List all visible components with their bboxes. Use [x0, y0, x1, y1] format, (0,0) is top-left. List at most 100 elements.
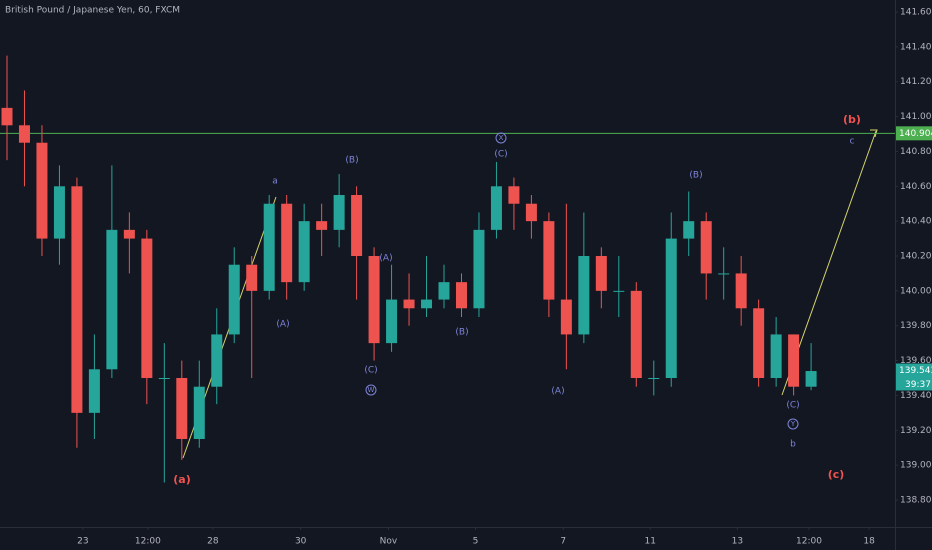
wave-label: (B) — [689, 171, 702, 181]
candle-body — [263, 203, 275, 291]
level-label-box — [896, 126, 932, 141]
x-tick-label: 12:00 — [135, 537, 161, 547]
wave-label: (A) — [276, 320, 289, 330]
candle-body — [36, 142, 48, 239]
candle-body — [525, 203, 537, 222]
y-tick-label: 141.600 — [900, 8, 932, 18]
wave-label: (C) — [364, 366, 377, 376]
y-tick-label: 139.000 — [900, 461, 932, 471]
candle-body — [648, 377, 660, 379]
wave-label: W — [368, 386, 375, 394]
x-tick-label: 5 — [473, 537, 479, 547]
candle-body — [141, 238, 153, 378]
y-tick-label: 139.400 — [900, 391, 932, 401]
candle-body — [753, 308, 765, 378]
y-tick-label: 141.200 — [900, 77, 932, 87]
candle-body — [700, 221, 712, 274]
y-tick-label: 140.800 — [900, 147, 932, 157]
y-tick-label: 139.600 — [900, 356, 932, 366]
wave-label: (C) — [494, 150, 507, 160]
wave-label: c — [850, 137, 855, 147]
wave-label: (b) — [843, 113, 861, 126]
x-tick-label: 12:00 — [796, 537, 822, 547]
candle-body — [316, 221, 328, 230]
wave-label: (B) — [345, 156, 358, 166]
y-tick-label: 141.400 — [900, 42, 932, 52]
candle-body — [438, 282, 450, 300]
candle-body — [508, 186, 520, 204]
candle-body — [211, 334, 223, 387]
candle-body — [298, 221, 310, 283]
candle-body — [246, 264, 258, 291]
candle-body — [788, 334, 800, 387]
wave-label: a — [272, 177, 278, 187]
candle-body — [421, 299, 433, 309]
y-tick-label: 140.200 — [900, 252, 932, 262]
x-tick-label: 11 — [645, 537, 656, 547]
y-tick-label: 140.400 — [900, 217, 932, 227]
candle-body — [718, 273, 730, 275]
candle-body — [106, 229, 118, 370]
x-tick-label: 23 — [77, 537, 88, 547]
countdown-box — [896, 377, 932, 391]
y-tick-label: 140.600 — [900, 182, 932, 192]
candle-body — [386, 299, 398, 344]
candle-body — [368, 256, 380, 344]
candle-body — [560, 299, 572, 335]
candle-body — [770, 334, 782, 378]
level-label: 140.904 — [899, 129, 932, 139]
wave-label: X — [499, 134, 504, 142]
annotation-circle — [365, 384, 377, 396]
candle-body — [665, 238, 677, 378]
wave-label: (a) — [173, 473, 190, 486]
candle-body — [805, 371, 817, 387]
wave-label: (A) — [551, 387, 564, 397]
wave-label: (A) — [379, 254, 392, 264]
candle-body — [351, 195, 363, 257]
wave-label: (c) — [828, 468, 845, 481]
candle-body — [228, 264, 240, 335]
arrow-head — [870, 129, 878, 138]
candle-body — [403, 299, 415, 309]
y-tick-label: 139.200 — [900, 426, 932, 436]
x-tick-label: 18 — [863, 537, 875, 547]
candle-body — [176, 377, 188, 439]
candle-body — [735, 273, 747, 309]
last-price-box — [896, 363, 932, 378]
y-tick-label: 138.800 — [900, 495, 932, 505]
wave-label: Y — [790, 420, 796, 428]
candle-body — [281, 203, 293, 283]
candle-body — [53, 186, 65, 239]
countdown-label: 39:37 — [905, 380, 931, 390]
candle-body — [473, 229, 485, 309]
y-tick-label: 141.000 — [900, 112, 932, 122]
annotation-circle — [495, 132, 507, 144]
candle-body — [578, 256, 590, 335]
x-tick-label: 28 — [207, 537, 219, 547]
candle-body — [193, 386, 205, 439]
candle-body — [158, 377, 170, 379]
x-tick-label: Nov — [380, 537, 398, 547]
wave-label: (B) — [455, 328, 468, 338]
chart-title: British Pound / Japanese Yen, 60, FXCM — [5, 6, 180, 16]
candle-body — [333, 195, 345, 230]
candle-body — [595, 256, 607, 291]
x-tick-label: 13 — [732, 537, 743, 547]
wave-label: (C) — [786, 401, 799, 411]
candle-body — [630, 290, 642, 378]
candle-body — [683, 221, 695, 239]
candle-body — [123, 229, 135, 239]
candle-body — [543, 221, 555, 300]
candle-body — [88, 369, 100, 413]
y-tick-label: 139.800 — [900, 321, 932, 331]
wave-label: b — [790, 440, 796, 450]
candle-body — [455, 282, 467, 309]
candle-body — [490, 186, 502, 230]
annotation-circle — [787, 418, 799, 430]
candle-body — [18, 125, 30, 143]
candle-body — [71, 186, 83, 413]
candle-body — [613, 290, 625, 292]
y-tick-label: 140.000 — [900, 286, 932, 296]
